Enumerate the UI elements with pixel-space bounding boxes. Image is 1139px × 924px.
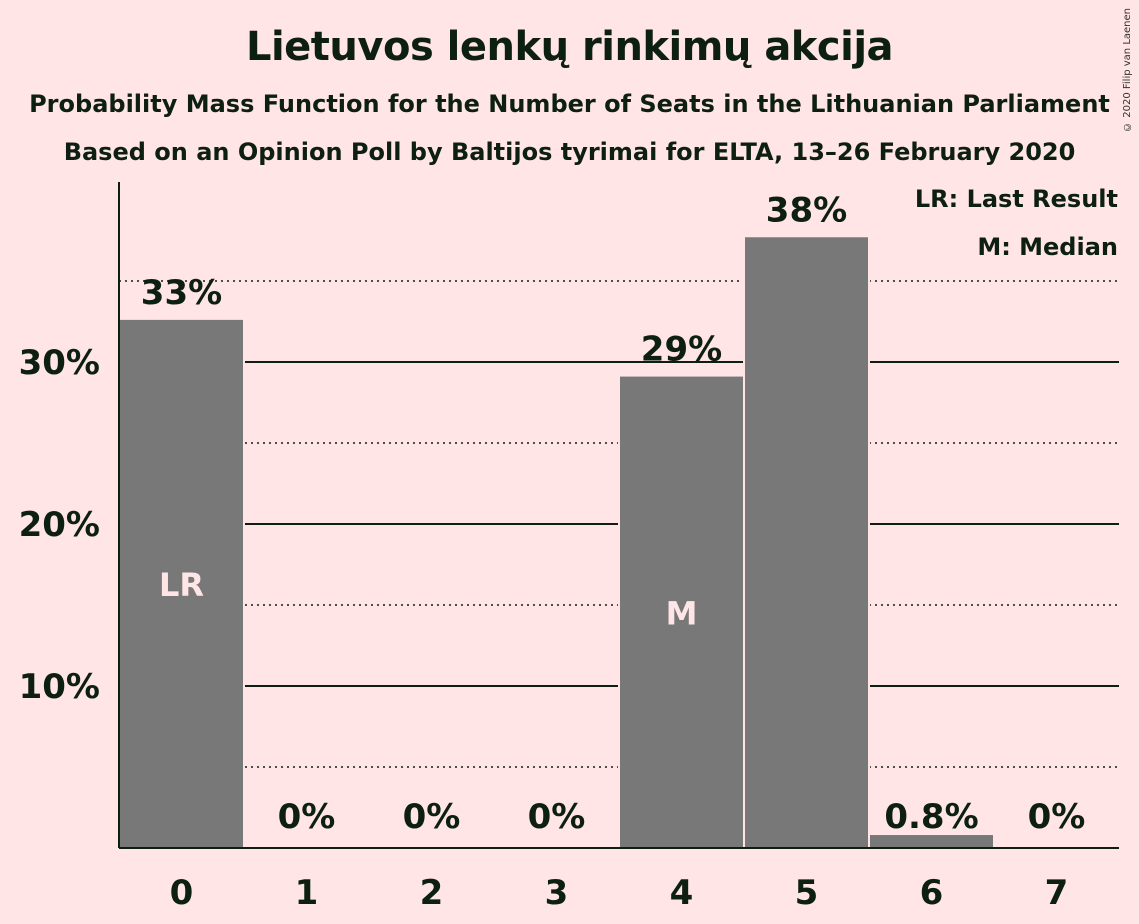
x-tick-label: 2 bbox=[420, 873, 444, 913]
y-tick-label: 30% bbox=[19, 343, 100, 383]
legend-median: M: Median bbox=[977, 233, 1118, 261]
data-label: 0% bbox=[403, 797, 461, 837]
bar bbox=[620, 376, 743, 848]
bar-marker-label: LR bbox=[159, 566, 204, 604]
data-label: 0% bbox=[278, 797, 336, 837]
x-tick-label: 7 bbox=[1045, 873, 1069, 913]
data-label: 38% bbox=[766, 190, 847, 230]
x-tick-label: 6 bbox=[920, 873, 944, 913]
x-tick-label: 4 bbox=[670, 873, 694, 913]
chart-source-line: Based on an Opinion Poll by Baltijos tyr… bbox=[63, 138, 1076, 166]
bar bbox=[120, 319, 243, 848]
y-tick-label: 10% bbox=[19, 667, 100, 707]
x-tick-label: 0 bbox=[170, 873, 194, 913]
bar-marker-label: M bbox=[666, 594, 698, 632]
data-label: 33% bbox=[141, 273, 222, 313]
chart-title: Lietuvos lenkų rinkimų akcija bbox=[245, 24, 894, 70]
bar bbox=[745, 237, 868, 848]
x-tick-label: 3 bbox=[545, 873, 569, 913]
x-tick-label: 5 bbox=[795, 873, 819, 913]
y-tick-label: 20% bbox=[19, 505, 100, 545]
chart-subtitle: Probability Mass Function for the Number… bbox=[29, 90, 1110, 118]
legend-last-result: LR: Last Result bbox=[914, 185, 1118, 213]
bar bbox=[870, 835, 993, 848]
data-label: 0.8% bbox=[884, 797, 978, 837]
data-label: 0% bbox=[1028, 797, 1086, 837]
data-label: 0% bbox=[528, 797, 586, 837]
data-label: 29% bbox=[641, 330, 722, 370]
x-tick-label: 1 bbox=[295, 873, 319, 913]
